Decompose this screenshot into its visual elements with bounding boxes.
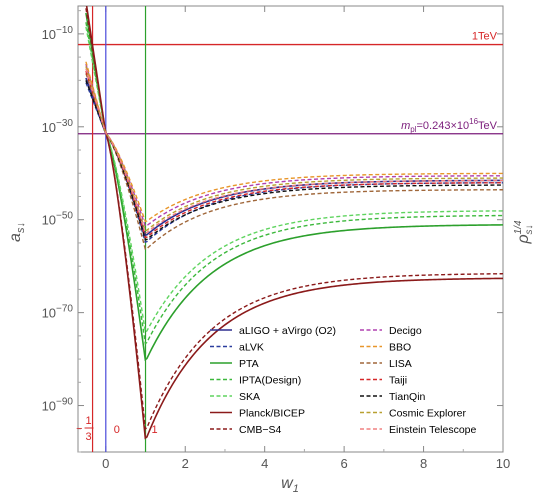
- legend-entry: IPTA(Design): [239, 375, 301, 387]
- right-axis-label: ρ1/4s↓: [513, 220, 535, 245]
- series-line: [86, 69, 503, 233]
- legend: aLIGO + aVirgo (O2) aLVK PTA IPTA(Design) SK…: [210, 325, 477, 436]
- legend-entry: SKA: [239, 391, 260, 403]
- x-tick-label: 8: [420, 456, 427, 471]
- legend-entry: aLIGO + aVirgo (O2): [239, 325, 336, 337]
- series-lines: [86, 1, 503, 438]
- y-tick-label: 10−90: [42, 397, 74, 414]
- legend-entry: Cosmic Explorer: [389, 408, 467, 420]
- legend-entry: BBO: [389, 342, 411, 354]
- series-line: [86, 71, 503, 237]
- vline-label-zero: 0: [114, 424, 120, 436]
- y-tick-label: 10−50: [42, 211, 74, 228]
- x-tick-label: 0: [102, 456, 109, 471]
- legend-entry: Taiji: [389, 375, 407, 387]
- series-line: [86, 1, 503, 438]
- x-tick-label: 6: [341, 456, 348, 471]
- legend-entry: Decigo: [389, 325, 422, 337]
- y-tick-label: 10−10: [42, 25, 74, 42]
- series-line: [86, 66, 503, 230]
- y-tick-label: 10−70: [42, 304, 74, 321]
- legend-entry: TianQin: [389, 391, 426, 403]
- legend-entry: LISA: [389, 358, 412, 370]
- vline-label-denominator: 3: [86, 431, 92, 443]
- series-line: [86, 8, 503, 429]
- series-line: [86, 62, 503, 222]
- hline-label-1tev: 1TeV: [472, 31, 498, 43]
- legend-entry: aLVK: [239, 342, 264, 354]
- y-tick-label: 10−30: [42, 118, 74, 135]
- x-tick-label: 2: [182, 456, 189, 471]
- x-tick-label: 10: [496, 456, 510, 471]
- series-line: [86, 64, 503, 226]
- x-axis-label: w1: [281, 475, 299, 495]
- legend-entry: CMB−S4: [239, 424, 281, 436]
- vline-label-one: 1: [152, 424, 158, 436]
- series-line: [86, 27, 503, 332]
- legend-entry: Einstein Telescope: [389, 424, 477, 436]
- series-line: [86, 83, 503, 242]
- hline-label-planck-mass: mpl=0.243×1016TeV: [401, 117, 498, 134]
- y-axis-label: as↓: [7, 222, 27, 242]
- vline-label-numerator: 1: [86, 415, 92, 427]
- legend-entry: Planck/BICEP: [239, 408, 305, 420]
- x-tick-label: 4: [261, 456, 268, 471]
- vline-label-sign: −: [76, 423, 82, 435]
- legend-entry: PTA: [239, 358, 259, 370]
